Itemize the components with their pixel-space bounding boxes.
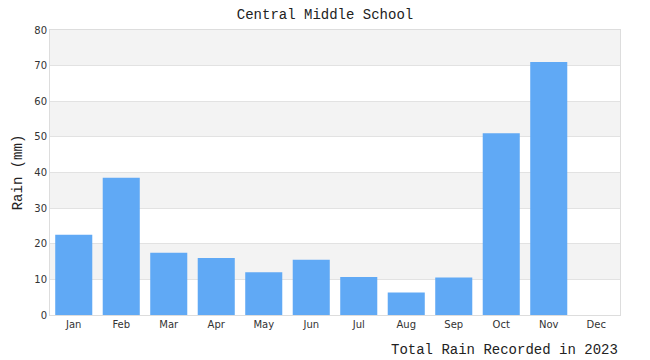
svg-text:Dec: Dec bbox=[587, 319, 606, 330]
svg-text:70: 70 bbox=[34, 60, 47, 71]
svg-text:Nov: Nov bbox=[539, 319, 559, 330]
svg-text:50: 50 bbox=[34, 131, 47, 142]
svg-text:Central Middle School: Central Middle School bbox=[237, 7, 413, 23]
svg-text:40: 40 bbox=[34, 167, 47, 178]
svg-text:80: 80 bbox=[34, 25, 47, 36]
svg-text:Rain (mm): Rain (mm) bbox=[10, 135, 26, 211]
svg-text:0: 0 bbox=[41, 310, 47, 321]
svg-text:Sep: Sep bbox=[444, 319, 463, 330]
svg-text:Apr: Apr bbox=[208, 319, 226, 330]
svg-text:Jun: Jun bbox=[302, 319, 319, 330]
svg-text:Total Rain Recorded in 2023: Total Rain Recorded in 2023 bbox=[391, 342, 618, 358]
svg-text:10: 10 bbox=[34, 274, 47, 285]
svg-text:Oct: Oct bbox=[493, 319, 510, 330]
svg-text:May: May bbox=[253, 319, 274, 330]
svg-text:Jul: Jul bbox=[352, 319, 365, 330]
svg-text:60: 60 bbox=[34, 96, 47, 107]
svg-text:Jan: Jan bbox=[65, 319, 81, 330]
svg-text:Feb: Feb bbox=[112, 319, 130, 330]
svg-text:Aug: Aug bbox=[396, 319, 416, 330]
svg-text:30: 30 bbox=[34, 203, 47, 214]
svg-text:20: 20 bbox=[34, 238, 47, 249]
svg-text:Mar: Mar bbox=[159, 319, 179, 330]
